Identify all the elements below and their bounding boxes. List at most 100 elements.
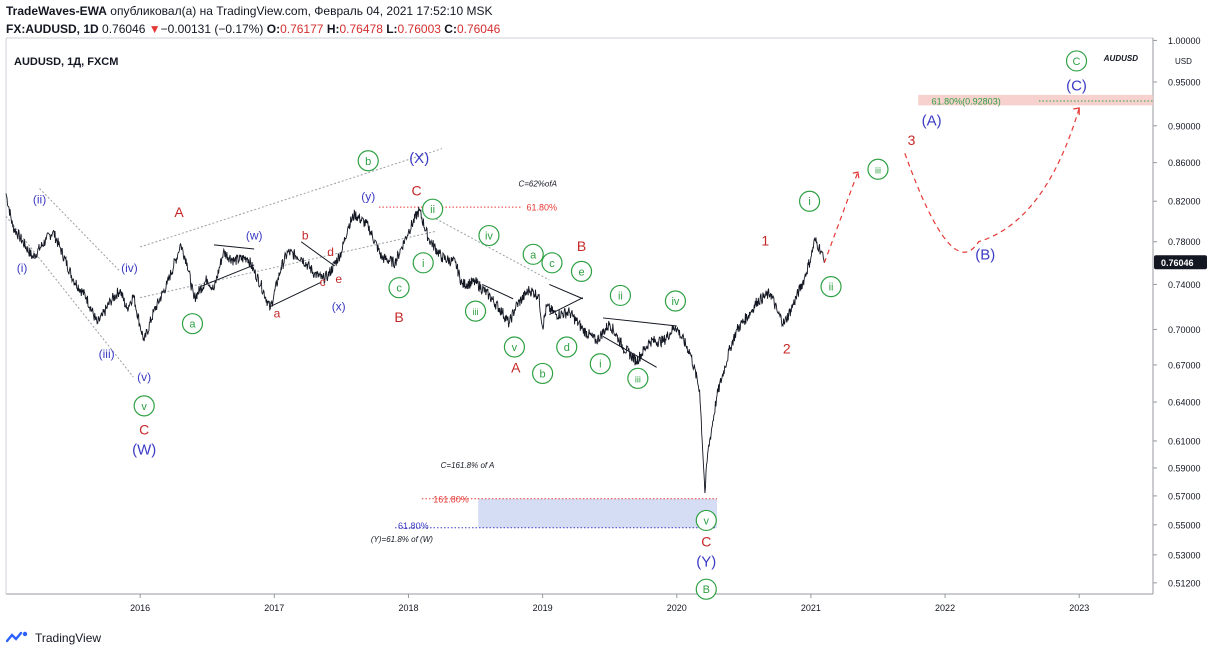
y-tick-label: 0.74000 xyxy=(1168,280,1201,290)
wave-label: i xyxy=(599,359,601,371)
footer: TradingView xyxy=(6,631,101,645)
wave-label: d xyxy=(564,342,570,354)
ohlc-bar: FX:AUDUSD, 1D 0.76046 ▼−0.00131 (−0.17%)… xyxy=(6,22,500,36)
wave-label: (v) xyxy=(137,370,151,384)
wave-label: b xyxy=(302,229,309,243)
x-tick-label: 2017 xyxy=(264,603,284,613)
wave-label: (X) xyxy=(409,150,429,167)
wave-circle xyxy=(556,336,578,358)
triangle-upper-line xyxy=(213,244,255,250)
wave-label: C xyxy=(1073,56,1081,68)
published-text: опубликовал(а) на TradingView.com, Февра… xyxy=(110,4,493,18)
wave-label: iv xyxy=(671,296,679,308)
fib-zone-box xyxy=(478,498,718,528)
current-price-label: 0.76046 xyxy=(1161,258,1194,268)
wave-circle xyxy=(464,300,487,322)
tradingview-brand[interactable]: TradingView xyxy=(35,631,102,645)
close-label: C: xyxy=(444,22,457,36)
x-tick-label: 2018 xyxy=(398,603,418,613)
y-ratio-note: (Y)=61.8% of (W) xyxy=(371,535,433,544)
symbol-label: FX:AUDUSD, 1D xyxy=(6,22,99,36)
wave-label: B xyxy=(394,309,403,325)
wave-label: (iv) xyxy=(121,261,138,275)
y-tick-label: 0.82000 xyxy=(1168,197,1201,207)
last-price: 0.76046 xyxy=(102,22,146,36)
wave-label: a xyxy=(274,306,281,320)
wave-circle xyxy=(570,260,593,282)
wave-label: iii xyxy=(473,307,479,317)
triangle2-lower-line xyxy=(602,335,657,368)
wave-label: B xyxy=(577,238,586,254)
wave-circle xyxy=(627,367,649,389)
y-tick-label: 0.95000 xyxy=(1168,77,1201,87)
wave-label: C xyxy=(411,182,421,198)
wave-circle xyxy=(820,275,842,298)
change-value: −0.00131 (−0.17%) xyxy=(160,22,264,36)
projection-arrow-2 xyxy=(1073,107,1080,115)
wave-label: B xyxy=(703,584,710,596)
wave-label: (iii) xyxy=(99,347,115,361)
wave-label: 2 xyxy=(783,340,791,356)
flag-line-2 xyxy=(549,283,584,300)
wave-label: 3 xyxy=(908,132,916,148)
wave-label: ii xyxy=(829,282,834,294)
c-161-note: C=161.8% of A xyxy=(441,461,495,470)
wave-label: v xyxy=(141,401,147,413)
x-tick-label: 2019 xyxy=(533,603,553,613)
wave-label: i xyxy=(422,258,424,270)
wave-label: iii xyxy=(875,165,881,175)
wave-circle xyxy=(478,224,500,247)
wave-label: (y) xyxy=(361,189,375,203)
y-tick-label: 0.55000 xyxy=(1168,520,1201,530)
wave-circle xyxy=(798,190,821,212)
y-tick-label: 0.51200 xyxy=(1168,578,1201,588)
high-label: H: xyxy=(326,22,340,36)
wave-circle xyxy=(133,395,155,417)
triangle2-upper-line xyxy=(602,317,677,327)
wave-circle xyxy=(388,277,410,299)
wedge-upper-line xyxy=(300,241,335,267)
wave-label: (B) xyxy=(975,246,995,263)
y-tick-label: 0.86000 xyxy=(1168,158,1201,168)
c-62-note: C=62%ofA xyxy=(518,180,556,189)
target-label: 61.80%(0.92803) xyxy=(932,96,1001,106)
wave-circle xyxy=(412,252,434,274)
y-tick-label: 0.57000 xyxy=(1168,491,1201,501)
chart-title: AUDUSD, 1Д, FXCM xyxy=(14,56,118,68)
current-price-badge xyxy=(1154,255,1207,270)
wave-circle xyxy=(503,336,526,358)
change-down-icon: ▼ xyxy=(148,22,161,36)
wave-label: v xyxy=(512,342,518,354)
price-line xyxy=(5,193,825,494)
triangle-lower-line xyxy=(200,264,255,288)
x-tick-label: 2020 xyxy=(667,603,687,613)
tradingview-logo-icon[interactable] xyxy=(6,631,30,645)
wave-label: (C) xyxy=(1066,77,1087,94)
y-tick-label: 0.61000 xyxy=(1168,436,1201,446)
wave-label: iii xyxy=(635,374,641,384)
y-tick-label: 0.78000 xyxy=(1168,237,1201,247)
y-tick-label: 0.59000 xyxy=(1168,463,1201,473)
wave-circle xyxy=(867,158,889,180)
x-tick-label: 2016 xyxy=(130,603,150,613)
wave-label: (Y) xyxy=(696,554,716,571)
wave-label: ii xyxy=(618,290,623,302)
wave-label: v xyxy=(704,515,710,527)
wave-label: b xyxy=(540,368,546,380)
wave-label: d xyxy=(327,245,334,259)
wedge-lower-line xyxy=(270,281,322,308)
wave-label: C xyxy=(701,534,711,550)
wave-label: (x) xyxy=(332,300,346,314)
author-name[interactable]: TradeWaves-EWA xyxy=(6,4,107,18)
y-tick-label: 0.64000 xyxy=(1168,398,1201,408)
high-value: 0.76478 xyxy=(339,22,383,36)
projection-arrow-1 xyxy=(852,171,860,179)
wave-circle xyxy=(1065,50,1088,72)
wave-label: (ii) xyxy=(33,192,46,206)
wave-circle xyxy=(695,509,717,532)
chart-watermark: AUDUSD xyxy=(1103,54,1138,63)
y-unit-label: USD xyxy=(1175,57,1192,66)
wave-label: e xyxy=(335,272,342,286)
y-tick-label: 1.00000 xyxy=(1168,36,1201,46)
